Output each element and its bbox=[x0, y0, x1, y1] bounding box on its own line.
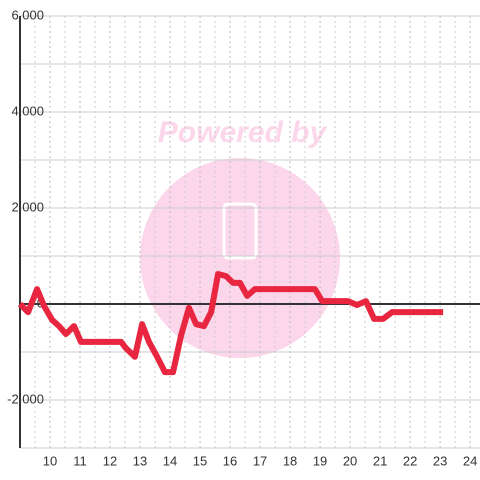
x-tick-label: 24 bbox=[463, 453, 477, 468]
x-tick-label: 15 bbox=[193, 453, 207, 468]
x-tick-label: 17 bbox=[253, 453, 267, 468]
x-tick-label: 11 bbox=[73, 453, 87, 468]
data-line bbox=[17, 271, 444, 376]
watermark-icon bbox=[222, 202, 258, 260]
x-tick-label: 23 bbox=[433, 453, 447, 468]
y-tick-label: 6,000 bbox=[11, 7, 44, 22]
x-tick-label: 12 bbox=[103, 453, 117, 468]
x-tick-label: 19 bbox=[313, 453, 327, 468]
x-tick-label: 21 bbox=[373, 453, 387, 468]
x-tick-label: 10 bbox=[43, 453, 57, 468]
watermark-text: Powered by bbox=[158, 116, 328, 149]
x-tick-label: 13 bbox=[133, 453, 147, 468]
y-tick-label: 2,000 bbox=[11, 199, 44, 214]
x-tick-label: 18 bbox=[283, 453, 297, 468]
x-tick-label: 16 bbox=[223, 453, 237, 468]
y-tick-label: -2,000 bbox=[7, 391, 44, 406]
x-tick-label: 20 bbox=[343, 453, 357, 468]
x-tick-label: 22 bbox=[403, 453, 417, 468]
y-tick-label: 4,000 bbox=[11, 103, 44, 118]
x-tick-label: 14 bbox=[163, 453, 177, 468]
